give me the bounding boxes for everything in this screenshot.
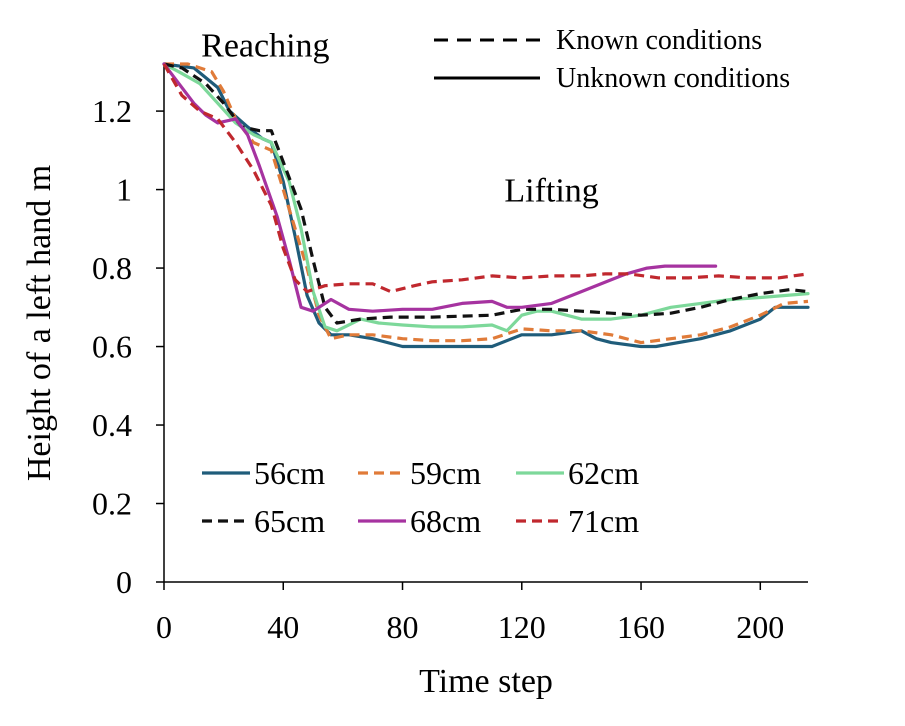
y-tick-label: 1.2: [92, 93, 132, 129]
annotation-layer: Reaching Lifting: [201, 27, 599, 209]
x-tick-label: 0: [156, 609, 172, 645]
legend-label-62cm: 62cm: [568, 455, 639, 491]
x-tick-label: 200: [736, 609, 784, 645]
x-axis-label: Time step: [419, 663, 553, 700]
legend-label-56cm: 56cm: [254, 455, 325, 491]
legend-label-68cm: 68cm: [410, 503, 481, 539]
x-tick-label: 40: [267, 609, 299, 645]
series-layer: [162, 62, 810, 349]
legend: 56cm 59cm 62cm 65cm 68cm 71cm: [202, 455, 639, 539]
y-tick-label: 0.8: [92, 250, 132, 286]
annotation-lifting: Lifting: [504, 173, 598, 210]
series-line-71cm: [162, 63, 809, 294]
annotation-reaching: Reaching: [201, 27, 329, 64]
axes: 0 0.2 0.4 0.6 0.8 1 1.2 0 40 80 120 160 200 Time step…: [21, 64, 808, 700]
style-legend: Known conditions Unknown conditions: [434, 25, 790, 94]
series-line-62cm: [162, 62, 810, 333]
legend-label-59cm: 59cm: [410, 455, 481, 491]
style-legend-label-solid: Unknown conditions: [556, 63, 790, 94]
style-legend-label-dashed: Known conditions: [556, 25, 762, 56]
y-tick-label: 0: [116, 564, 132, 600]
series-line-65cm: [163, 62, 809, 325]
legend-label-71cm: 71cm: [568, 503, 639, 539]
y-tick-label: 0.6: [92, 329, 132, 365]
series-line-68cm: [162, 62, 718, 313]
x-tick-label: 120: [498, 609, 546, 645]
y-tick-label: 0.4: [92, 407, 132, 443]
x-tick-label: 80: [387, 609, 419, 645]
y-tick-label: 0.2: [92, 486, 132, 522]
legend-label-65cm: 65cm: [254, 503, 325, 539]
y-axis-label: Height of a left hand m: [21, 165, 58, 481]
series-line-56cm: [162, 62, 810, 349]
y-tick-label: 1: [116, 172, 132, 208]
x-tick-label: 160: [617, 609, 665, 645]
